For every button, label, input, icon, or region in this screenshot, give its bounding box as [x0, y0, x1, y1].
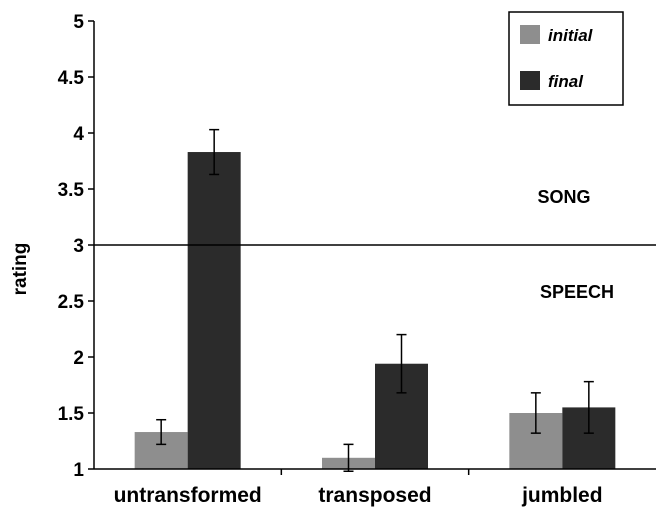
legend-swatch-final	[520, 71, 540, 90]
legend-label-final: final	[548, 72, 584, 91]
speech-region-label: SPEECH	[540, 282, 614, 302]
y-axis-label: rating	[10, 243, 31, 296]
y-axis: 1 1.5 2 2.5 3 3.5 4 4.5 5	[58, 12, 95, 481]
song-region-label: SONG	[537, 187, 590, 207]
y-tick-label: 5	[73, 12, 84, 33]
y-tick-label: 3	[73, 236, 84, 257]
y-tick-label: 4	[73, 124, 84, 145]
legend-label-initial: initial	[548, 26, 594, 45]
y-tick-label: 2	[73, 348, 84, 369]
x-category-label: transposed	[318, 484, 431, 507]
y-tick-label: 3.5	[58, 180, 85, 201]
legend: initial final	[508, 11, 624, 106]
y-tick-label: 1	[73, 460, 84, 481]
bars	[134, 128, 616, 472]
y-tick-label: 2.5	[58, 292, 85, 313]
bar-final-untransformed	[187, 152, 241, 470]
x-category-label: jumbled	[521, 484, 603, 507]
x-category-label: untransformed	[114, 484, 262, 507]
y-tick-label: 1.5	[58, 404, 85, 425]
x-axis: untransformed transposed jumbled	[94, 468, 656, 507]
legend-swatch-initial	[520, 25, 540, 44]
y-tick-label: 4.5	[58, 68, 85, 89]
